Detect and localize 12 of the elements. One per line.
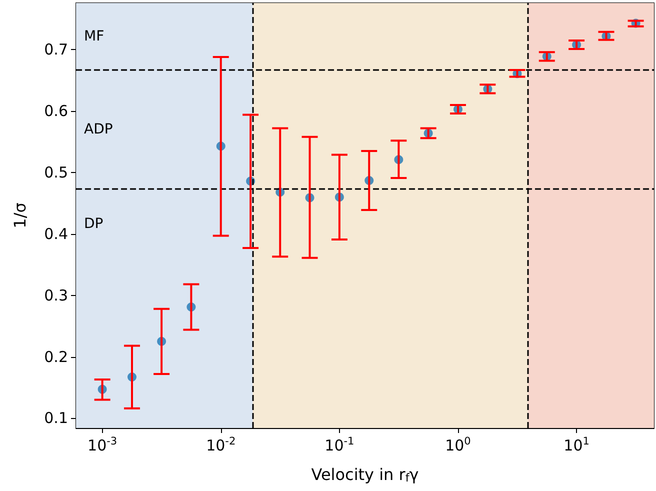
annotation: ADP [84,122,113,138]
y-tick-label: 0.7 [44,40,68,59]
y-axis-title: 1/σ [10,202,30,228]
x-axis-title: Velocity in rfγ [311,465,419,484]
y-tick-label: 0.3 [44,286,68,304]
y-tick-label: 0.6 [44,102,68,120]
y-tick-label: 0.1 [44,409,68,428]
y-tick-label: 0.2 [44,348,68,366]
y-tick-label: 0.5 [44,164,68,182]
annotation: MF [84,28,104,44]
annotation: DP [84,216,104,232]
y-tick-label: 0.4 [44,224,68,243]
